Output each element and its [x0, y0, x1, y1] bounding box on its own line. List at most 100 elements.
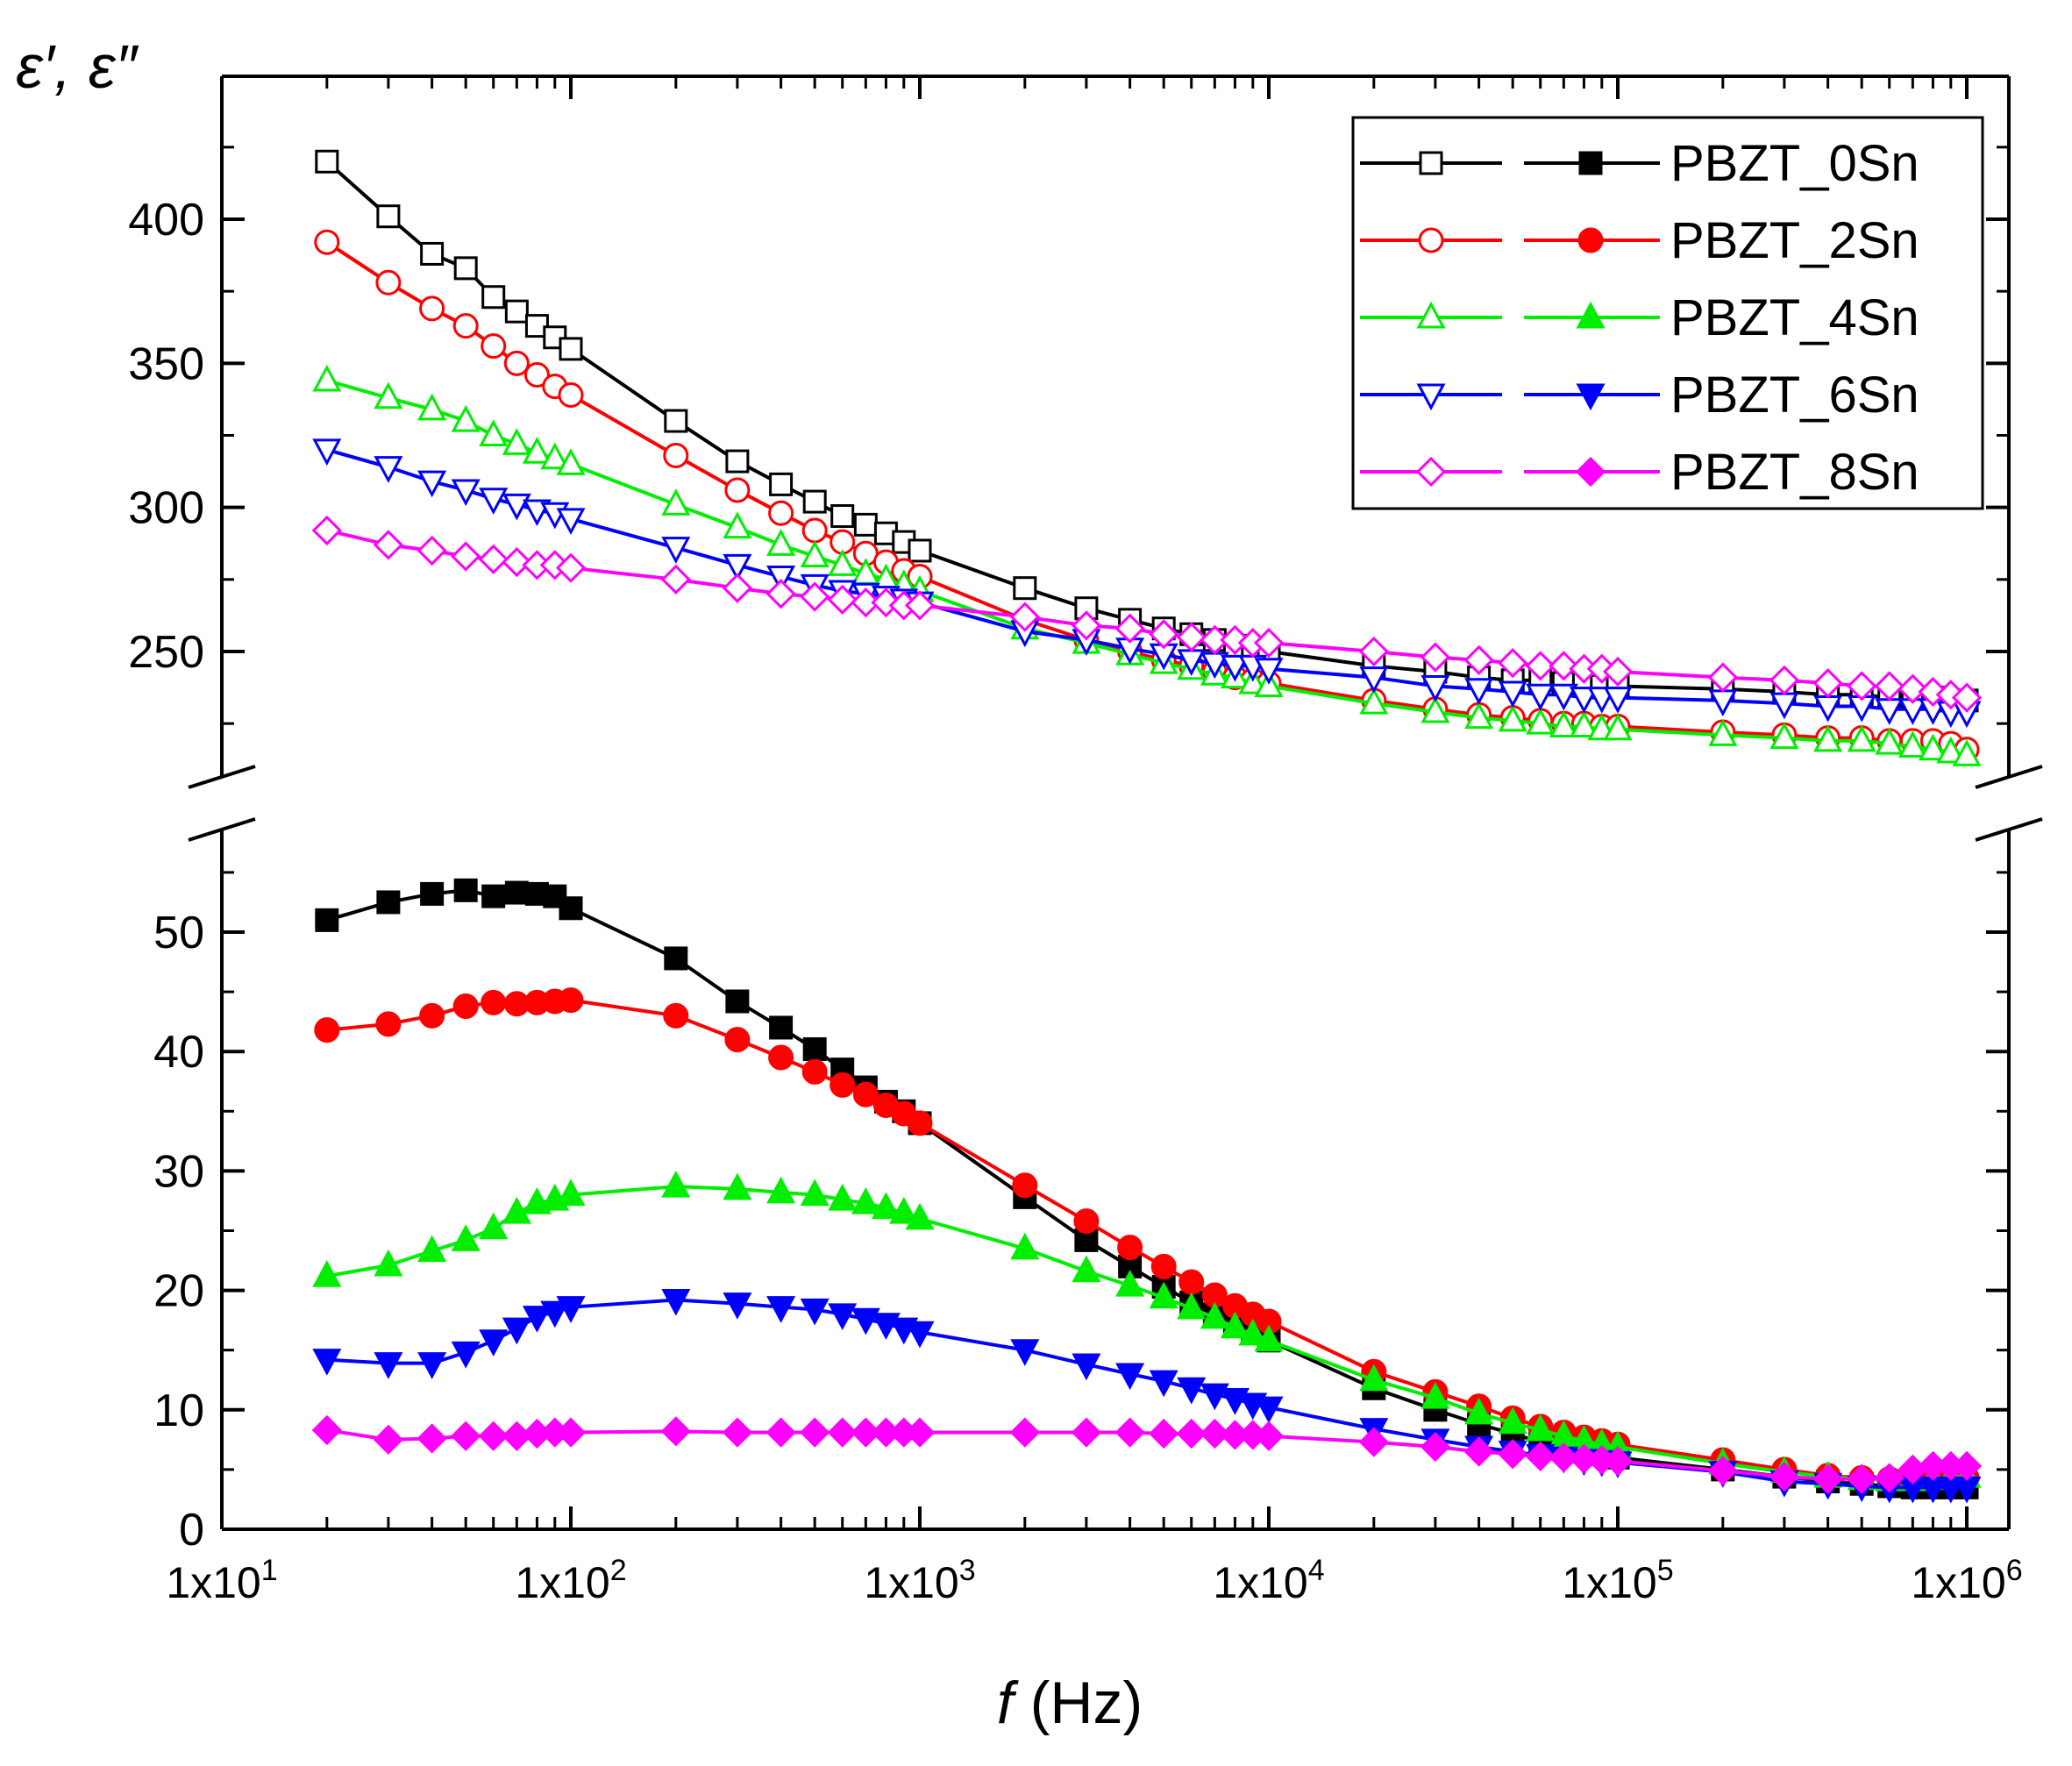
data-point-real [1602, 656, 1634, 687]
data-point-imag [417, 1352, 447, 1379]
data-point-real [723, 511, 752, 539]
data-point-imag [1200, 1383, 1229, 1411]
data-point-real [1875, 728, 1905, 755]
data-point-imag [451, 1421, 481, 1451]
data-point-real [722, 573, 753, 603]
data-point-imag [1072, 1353, 1101, 1381]
data-point-imag [420, 881, 445, 906]
data-point-real [314, 229, 340, 255]
data-point-imag [661, 1170, 691, 1198]
data-point-imag [1254, 1396, 1284, 1424]
data-point-imag [769, 1015, 794, 1040]
y-tick-label: 400 [128, 195, 204, 246]
data-point-real [1358, 636, 1389, 667]
data-point-imag [1150, 1253, 1177, 1279]
data-point-real [1009, 602, 1040, 632]
data-point-imag [827, 1417, 858, 1448]
data-point-real [661, 488, 691, 516]
legend-marker-filled [1578, 151, 1603, 175]
data-point-real [1526, 683, 1556, 711]
data-point-imag [1115, 1269, 1145, 1297]
data-point-real [1525, 651, 1556, 681]
data-point-real [1359, 687, 1389, 715]
data-point-imag [768, 1044, 794, 1071]
legend-marker-filled [1577, 227, 1604, 253]
data-point-real [522, 437, 552, 464]
data-point-imag [1114, 1417, 1145, 1448]
data-point-real [661, 537, 691, 564]
data-point-real [765, 579, 796, 609]
y-tick-label: 20 [153, 1266, 204, 1317]
legend-marker-open [1419, 151, 1443, 175]
data-point-imag [1420, 1431, 1451, 1463]
data-point-imag [481, 989, 507, 1015]
data-point-imag [522, 1306, 552, 1333]
data-point-imag [1071, 1417, 1102, 1448]
data-point-imag [452, 993, 479, 1019]
data-point-real [724, 477, 751, 503]
data-point-real [1498, 704, 1527, 732]
data-point-imag [800, 1298, 830, 1326]
data-point-real [504, 299, 529, 324]
data-point-real [1603, 713, 1633, 741]
data-point-imag [479, 1329, 509, 1357]
legend-marker-open [1416, 383, 1446, 411]
data-point-imag [555, 1417, 587, 1448]
data-point-imag [801, 1058, 828, 1085]
data-point-real [502, 493, 531, 521]
data-point-real [908, 538, 932, 563]
data-point-real [1498, 680, 1527, 709]
data-point-real [1898, 673, 1928, 704]
data-point-imag [376, 890, 401, 915]
data-point-real [723, 553, 752, 581]
data-point-real [503, 350, 530, 376]
axis-break-mark [188, 765, 256, 789]
x-tick-label: 1x101 [166, 1554, 277, 1607]
data-point-imag [722, 1417, 753, 1448]
y-tick-label: 0 [179, 1505, 204, 1556]
axis-break-mark [188, 817, 256, 842]
data-point-imag [502, 1317, 531, 1345]
data-point-real [481, 285, 506, 310]
data-point-imag [1253, 1421, 1285, 1451]
data-point-real [1463, 644, 1494, 675]
data-point-real [419, 296, 445, 322]
data-point-imag [374, 1352, 403, 1379]
data-point-real [1220, 654, 1250, 682]
y-tick-label: 50 [153, 908, 204, 958]
data-point-real [660, 564, 691, 595]
data-point-real [1847, 724, 1876, 752]
x-axis: 1x101 1x102 1x103 1x104 1x105 1x106 [166, 76, 2023, 1607]
data-point-real [453, 256, 478, 281]
data-point-real [1769, 722, 1799, 750]
data-point-real [1812, 668, 1843, 699]
data-point-imag [1220, 1311, 1250, 1339]
data-point-real [1708, 719, 1738, 746]
data-point-imag [1707, 1456, 1738, 1486]
data-point-real [1549, 651, 1579, 681]
data-point-real [1464, 678, 1494, 705]
data-point-real [502, 428, 531, 455]
data-point-real [1420, 642, 1451, 673]
data-point-real [1200, 624, 1230, 655]
data-point-imag [311, 1414, 342, 1446]
data-point-real [451, 541, 481, 572]
legend-item: PBZT_4Sn [1360, 289, 1919, 346]
data-point-imag [558, 987, 584, 1014]
data-point-imag [1359, 1364, 1389, 1392]
data-point-real [1847, 671, 1877, 701]
data-point-real [1549, 710, 1578, 737]
data-point-imag [502, 1196, 531, 1224]
data-point-real [311, 515, 342, 546]
legend-marker-filled [1576, 383, 1606, 411]
data-point-imag [1812, 1463, 1843, 1494]
data-point-imag [1010, 1232, 1040, 1260]
data-point-imag [723, 1172, 752, 1200]
data-point-imag [1238, 1318, 1268, 1346]
data-point-real [1359, 666, 1389, 694]
series-PBZT_8Sn [311, 515, 1983, 1494]
data-point-real [1874, 671, 1905, 701]
data-point-imag [904, 1417, 936, 1448]
data-point-real [312, 364, 342, 392]
data-point-imag [851, 1307, 880, 1335]
